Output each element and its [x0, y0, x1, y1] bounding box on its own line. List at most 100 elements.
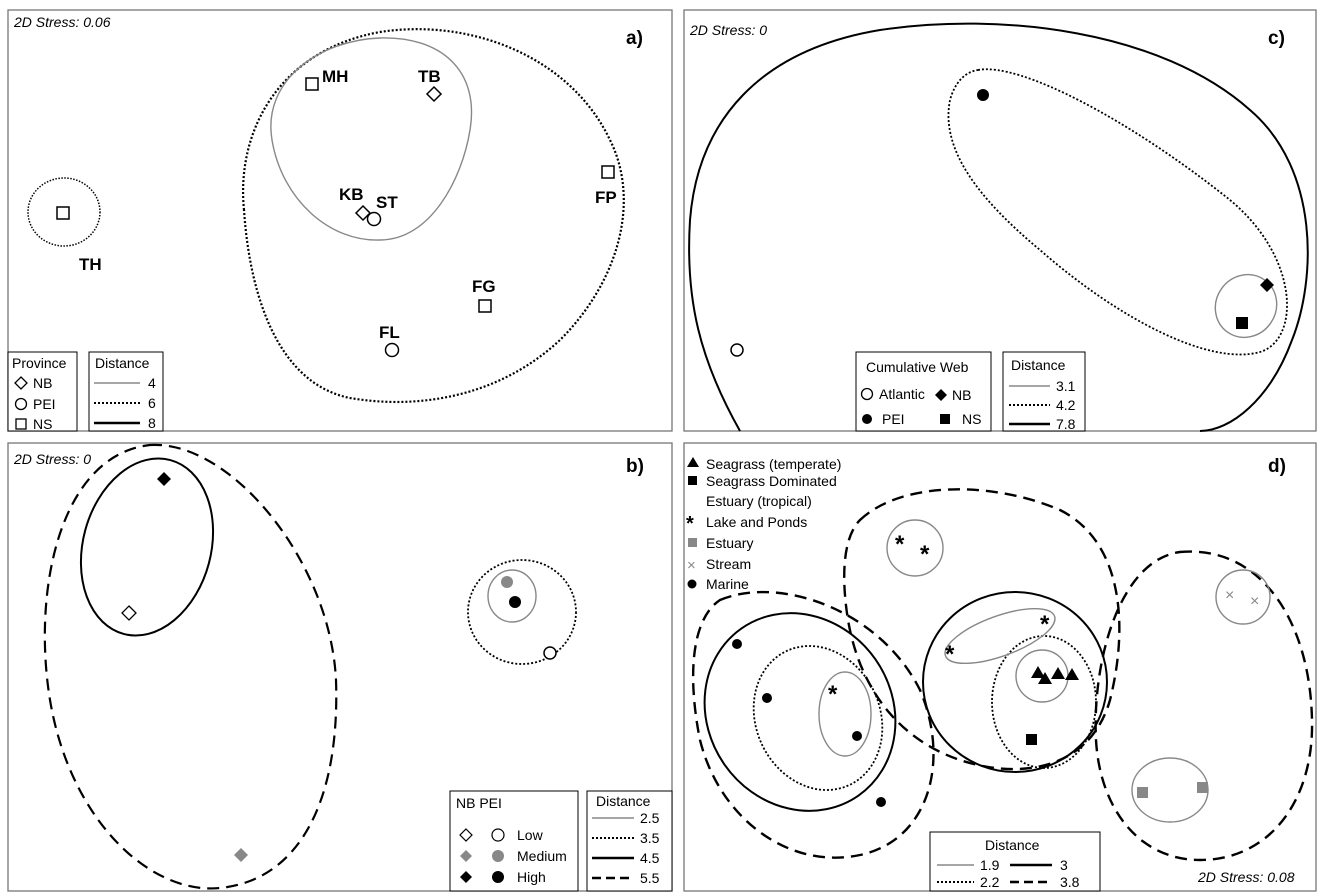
legend-d-distance-title: Distance [985, 837, 1040, 853]
legend-a-province-title: Province [12, 355, 67, 371]
point-fp-square [601, 165, 615, 179]
panel-c-legend-distance: Distance 3.1 4.2 7.8 [1002, 351, 1086, 432]
label-mh: MH [322, 67, 348, 86]
panel-a-stress: 2D Stress: 0.06 [13, 14, 111, 30]
point-b-nb-medium [234, 848, 248, 862]
cluster-d-thick-left [703, 612, 897, 812]
panel-c-points [730, 89, 1274, 357]
panel-b-frame [7, 442, 673, 892]
legend-c-d78: 7.8 [1056, 416, 1076, 432]
cluster-a-distance-6 [242, 28, 625, 404]
legend-c-ns: NS [962, 411, 981, 427]
legend-a-square [15, 418, 27, 430]
point-tb-diamond [425, 85, 443, 103]
cluster-d-dashed-right [1094, 550, 1314, 862]
cluster-b-distance-2-5 [487, 569, 537, 623]
legend-c-distance-box [1002, 351, 1086, 432]
legend-a-diamond [14, 376, 28, 390]
legend-a-pei: PEI [33, 396, 56, 412]
legend-b-distance-box [586, 790, 673, 892]
panel-c-stress: 2D Stress: 0 [689, 22, 767, 38]
cluster-a-distance-4 [270, 37, 473, 241]
point-d-seagrass-1 [1031, 666, 1045, 678]
point-d-marine-4 [876, 797, 886, 807]
panel-c-label: c) [1268, 28, 1285, 49]
panel-a-legend-distance: Distance 4 6 8 [88, 351, 164, 432]
legend-b-diamond-open [459, 828, 473, 842]
legend-d-triangle [687, 457, 699, 467]
legend-d-marine: Marine [706, 576, 749, 592]
legend-b-d35: 3.5 [640, 830, 660, 846]
point-d-lake-4: * [945, 641, 955, 668]
legend-d-d3: 3 [1060, 857, 1068, 873]
legend-a-distance-box [88, 351, 164, 432]
legend-d-square-grey [688, 538, 697, 547]
legend-c-circle-black [862, 414, 872, 424]
point-d-seagrass-dominated [1026, 734, 1037, 745]
point-d-marine-2 [762, 693, 772, 703]
panel-d-label: d) [1268, 456, 1286, 477]
point-d-marine-1 [732, 639, 742, 649]
legend-d-lake: Lake and Ponds [706, 514, 807, 530]
legend-d-d22: 2.2 [980, 874, 1000, 890]
legend-d-estuary-tropical: Estuary (tropical) [706, 493, 812, 509]
point-fg-square [478, 299, 492, 313]
legend-b-low: Low [517, 827, 544, 843]
legend-c-distance-title: Distance [1011, 357, 1066, 373]
point-c-ns [1236, 317, 1248, 329]
cluster-b-distance-3-5 [467, 559, 577, 665]
panel-d-stress: 2D Stress: 0.08 [1197, 869, 1295, 885]
legend-b-d25: 2.5 [640, 810, 660, 826]
cluster-d-dotted-left [752, 645, 884, 791]
label-fl: FL [379, 323, 400, 342]
cluster-d-thin-lakes [886, 519, 944, 577]
legend-b-diamond-black [460, 871, 472, 883]
panel-a-points [56, 77, 615, 358]
panel-c-frame [683, 9, 1317, 432]
point-fl-circle [384, 342, 400, 358]
cluster-b-distance-4-5 [79, 457, 215, 637]
cluster-d-dashed-middle [843, 488, 1121, 771]
legend-b-level-box [449, 790, 579, 892]
label-tb: TB [418, 67, 441, 86]
legend-c-diamond [935, 389, 947, 401]
point-b-pei-low [543, 646, 557, 660]
point-b-nb-high [157, 472, 171, 486]
cluster-b-distance-5-5 [43, 443, 338, 890]
panel-d-clusters [691, 488, 1314, 862]
point-c-pei [977, 89, 989, 101]
point-b-nb-low [121, 605, 137, 621]
legend-d-seagrass-temperate: Seagrass (temperate) [706, 456, 841, 472]
point-d-seagrass-2 [1038, 672, 1052, 684]
point-d-estuary-2 [1197, 782, 1208, 793]
point-d-lake-3: * [1040, 611, 1050, 638]
point-st-circle [366, 211, 382, 227]
legend-c-pei: PEI [882, 411, 905, 427]
legend-a-d4: 4 [148, 375, 156, 391]
panel-a-clusters [27, 28, 625, 404]
cluster-d-thin-stream [1215, 569, 1271, 625]
legend-d-d38: 3.8 [1060, 874, 1080, 890]
point-d-stream-2: × [1250, 593, 1259, 610]
legend-d-circle [687, 579, 697, 589]
point-mh-square [305, 77, 319, 91]
legend-a-d6: 6 [148, 395, 156, 411]
panel-a-frame [7, 9, 673, 432]
panel-d-points: * * * * * × × [732, 531, 1259, 807]
point-b-pei-medium [501, 576, 513, 588]
point-th-square [56, 206, 70, 220]
cluster-c-distance-3-1 [1214, 273, 1278, 339]
legend-b-medium: Medium [517, 848, 567, 864]
legend-b-d55: 5.5 [640, 870, 660, 886]
legend-d-cross: × [687, 557, 696, 574]
panel-b-clusters [43, 443, 577, 890]
panel-b-label: b) [626, 456, 644, 477]
legend-a-distance-title: Distance [95, 355, 150, 371]
legend-d-stream: Stream [706, 556, 751, 572]
cluster-d-thin-marine [818, 671, 872, 757]
legend-c-square [940, 414, 950, 424]
point-d-marine-3 [852, 731, 862, 741]
panel-d-legend-groups: Seagrass (temperate) Seagrass Dominated … [686, 456, 841, 592]
legend-c-circle-open [860, 387, 874, 401]
